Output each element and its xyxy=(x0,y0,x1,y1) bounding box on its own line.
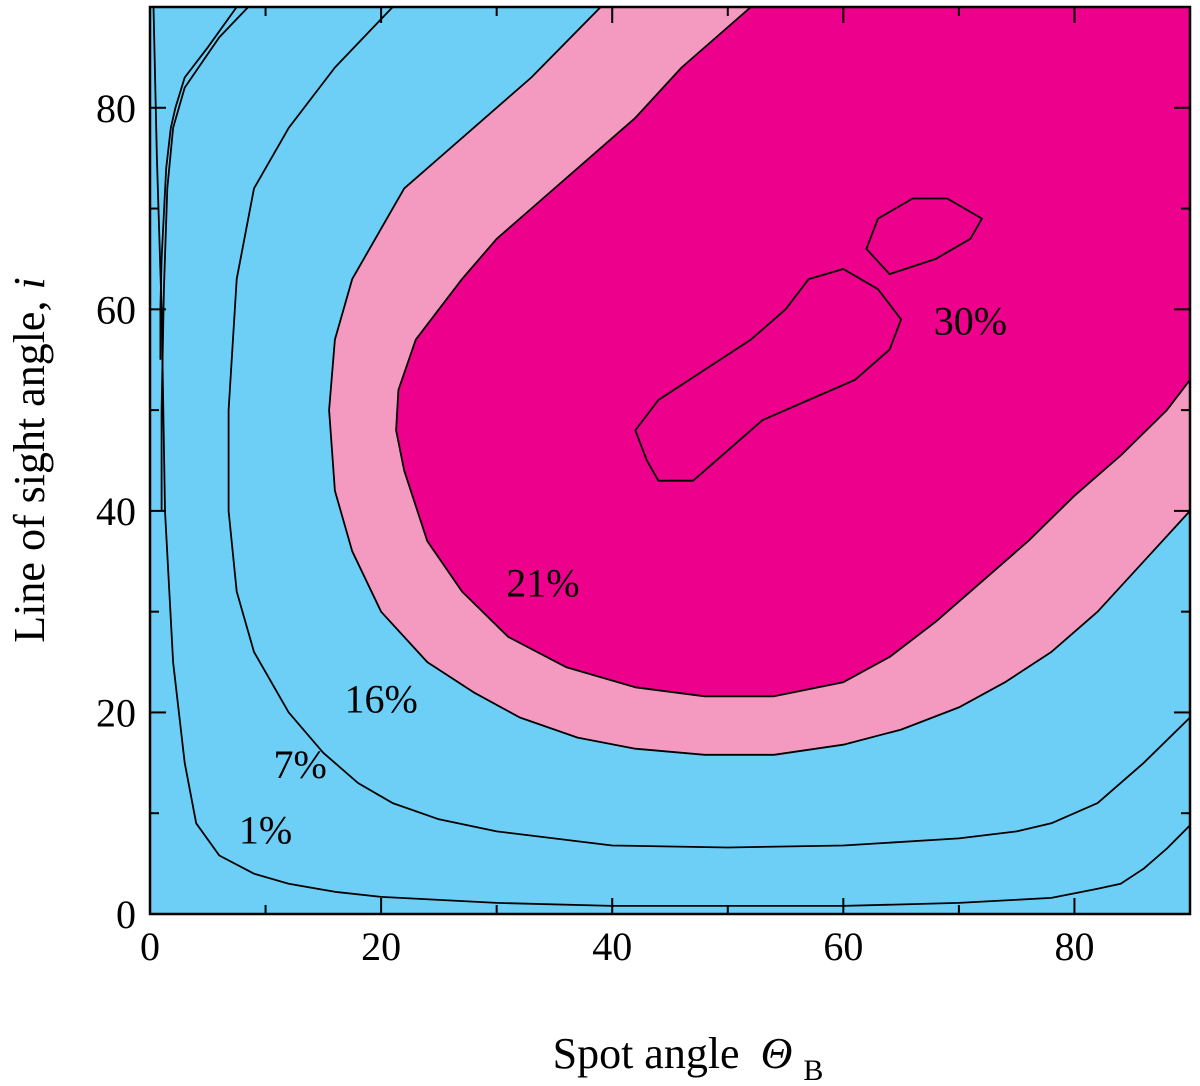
contour-bands xyxy=(329,7,1190,755)
x-axis-symbol: Θ xyxy=(761,1029,793,1078)
contour-label-1-percent: 1% xyxy=(239,807,292,852)
contour-label-7-percent: 7% xyxy=(274,742,327,787)
contour-line-30-percent-7 xyxy=(865,197,983,275)
contour-line-7-percent-2 xyxy=(160,7,249,511)
plot-frame xyxy=(148,5,1192,916)
y-tick-label: 80 xyxy=(96,86,136,131)
axis-tick-labels: 0 20 40 60 80 0 20 40 60 80 xyxy=(96,86,1094,969)
y-axis-label: Line of sight angle, xyxy=(5,290,54,643)
contour-line-21-percent-5 xyxy=(395,7,1190,698)
x-tick-label: 20 xyxy=(361,924,401,969)
contour-labels: 1% 7% 16% 21% 30% xyxy=(239,299,1007,853)
x-axis-title: Spot angle Θ B xyxy=(553,1029,824,1086)
y-axis-title: Line of sight angle, i xyxy=(5,277,54,642)
x-tick-label: 60 xyxy=(823,924,863,969)
contour-line-7-percent-3 xyxy=(227,7,1190,849)
x-tick-label: 40 xyxy=(592,924,632,969)
y-tick-label: 20 xyxy=(96,690,136,735)
contour-lines xyxy=(152,7,1190,907)
y-axis-symbol: i xyxy=(5,277,54,289)
y-tick-label: 60 xyxy=(96,287,136,332)
y-tick-label: 40 xyxy=(96,489,136,534)
contour-label-30-percent: 30% xyxy=(934,299,1007,344)
contour-line-30-percent-6 xyxy=(634,268,902,482)
contour-line-1-percent-0 xyxy=(152,7,1190,907)
contour-line-7-percent-1 xyxy=(159,7,238,360)
x-axis-label: Spot angle xyxy=(553,1029,740,1078)
x-axis-subscript: B xyxy=(803,1054,823,1086)
x-tick-label: 80 xyxy=(1054,924,1094,969)
contour-label-16-percent: 16% xyxy=(344,676,417,721)
contour-label-21-percent: 21% xyxy=(506,561,579,606)
contour-line-16-percent-4 xyxy=(328,7,1190,756)
y-tick-label: 0 xyxy=(116,892,136,937)
x-tick-label: 0 xyxy=(140,924,160,969)
axis-ticks xyxy=(149,6,1191,915)
band-above-21-percent xyxy=(396,7,1190,697)
